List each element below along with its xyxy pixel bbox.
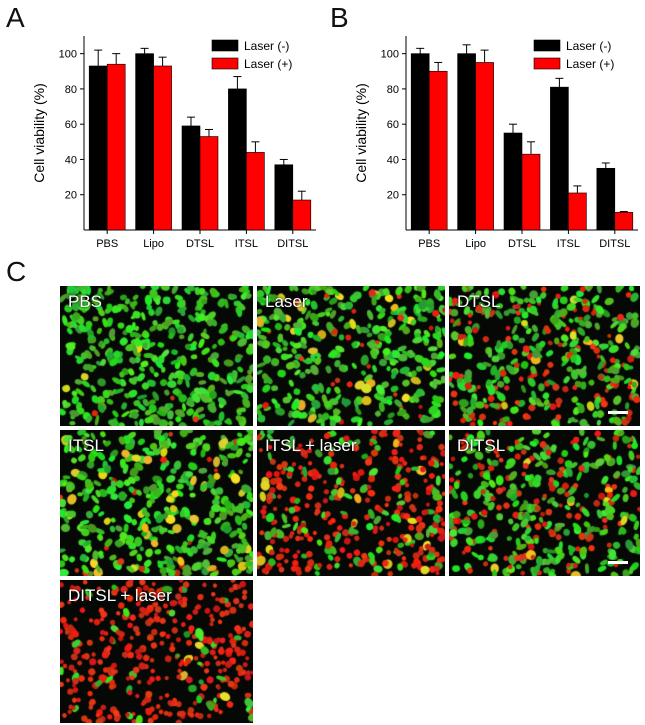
bar-chart-b: 20 40 60 80 100 Cell viability (%) PBS Lipo DTSL…: [353, 36, 638, 250]
micrograph-label: DITSL: [457, 436, 506, 455]
bar: [292, 199, 312, 231]
micrograph-label: DTSL: [457, 292, 501, 311]
micrograph-image: [60, 430, 253, 576]
micrograph-laser: Laser: [257, 286, 445, 426]
bar: [614, 212, 634, 231]
bar: [106, 63, 126, 231]
micrograph-label: DITSL + laser: [68, 586, 172, 605]
legend-swatch: [211, 39, 239, 52]
bar-chart-a: 20 40 60 80 100 Cell viability (%) PBS Lipo DTSL…: [31, 36, 316, 250]
bar: [228, 88, 247, 231]
micrograph-label: Laser: [265, 292, 308, 311]
y-tick-label: 20: [387, 190, 399, 202]
legend-label: Laser (+): [244, 57, 292, 71]
micrograph-image: [449, 286, 640, 426]
bar: [199, 136, 219, 231]
x-tick-label: PBS: [96, 238, 118, 250]
micrograph-label: PBS: [68, 292, 103, 311]
bar: [246, 152, 265, 231]
scale-bar: [608, 411, 628, 414]
micrograph-itsl-laser: ITSL + laser: [257, 430, 445, 576]
y-tick-label: 60: [65, 119, 77, 131]
micrograph-ditsl: DITSL: [449, 430, 640, 576]
x-tick-label: Lipo: [143, 238, 164, 250]
micrograph-image: [257, 286, 445, 426]
micrograph-dtsl: DTSL: [449, 286, 640, 426]
bar: [568, 192, 587, 231]
micrograph-pbs: PBS: [60, 286, 253, 426]
y-axis-label: Cell viability (%): [31, 83, 47, 183]
bar: [410, 53, 430, 231]
micrograph-image: [257, 430, 445, 576]
bar: [135, 53, 154, 231]
y-tick-label: 40: [387, 154, 399, 166]
scale-bar: [608, 561, 628, 564]
x-tick-label: ITSL: [557, 238, 580, 250]
micrograph-itsl: ITSL: [60, 430, 253, 576]
micrograph-label: ITSL + laser: [265, 436, 357, 455]
y-tick-label: 100: [59, 49, 77, 61]
y-tick-label: 80: [387, 84, 399, 96]
bar: [274, 164, 294, 231]
legend-swatch: [211, 57, 239, 70]
x-tick-label: ITSL: [235, 238, 258, 250]
y-axis-label: Cell viability (%): [353, 83, 369, 183]
y-tick-label: 60: [387, 119, 399, 131]
bar: [153, 65, 172, 231]
y-tick-label: 100: [381, 49, 399, 61]
x-tick-label: PBS: [418, 238, 440, 250]
y-tick-label: 40: [65, 154, 77, 166]
legend-swatch: [533, 57, 561, 70]
x-tick-label: DITSL: [277, 238, 308, 250]
bar: [596, 167, 616, 231]
micrograph-ditsl-laser: DITSL + laser: [60, 580, 253, 723]
panel-letter-b: B: [330, 2, 349, 33]
micrograph-image: [449, 430, 640, 576]
panel-letter-a: A: [6, 2, 25, 33]
bar: [475, 62, 494, 231]
micrograph-label: ITSL: [68, 436, 104, 455]
legend-label: Laser (-): [566, 39, 611, 53]
legend-swatch: [533, 39, 561, 52]
bar: [521, 153, 541, 231]
x-tick-label: DTSL: [508, 238, 536, 250]
bar: [457, 53, 476, 231]
x-tick-label: DITSL: [599, 238, 630, 250]
x-tick-label: DTSL: [186, 238, 214, 250]
bar: [550, 86, 569, 231]
micrograph-image: [60, 286, 253, 426]
bar: [181, 125, 201, 231]
x-tick-label: Lipo: [465, 238, 486, 250]
bar: [88, 65, 108, 231]
panel-letter-c: C: [6, 256, 27, 287]
bar: [503, 132, 523, 231]
bar: [428, 70, 448, 231]
legend-label: Laser (+): [566, 57, 614, 71]
y-tick-label: 80: [65, 84, 77, 96]
legend-label: Laser (-): [244, 39, 289, 53]
y-tick-label: 20: [65, 190, 77, 202]
micrograph-image: [60, 580, 253, 723]
